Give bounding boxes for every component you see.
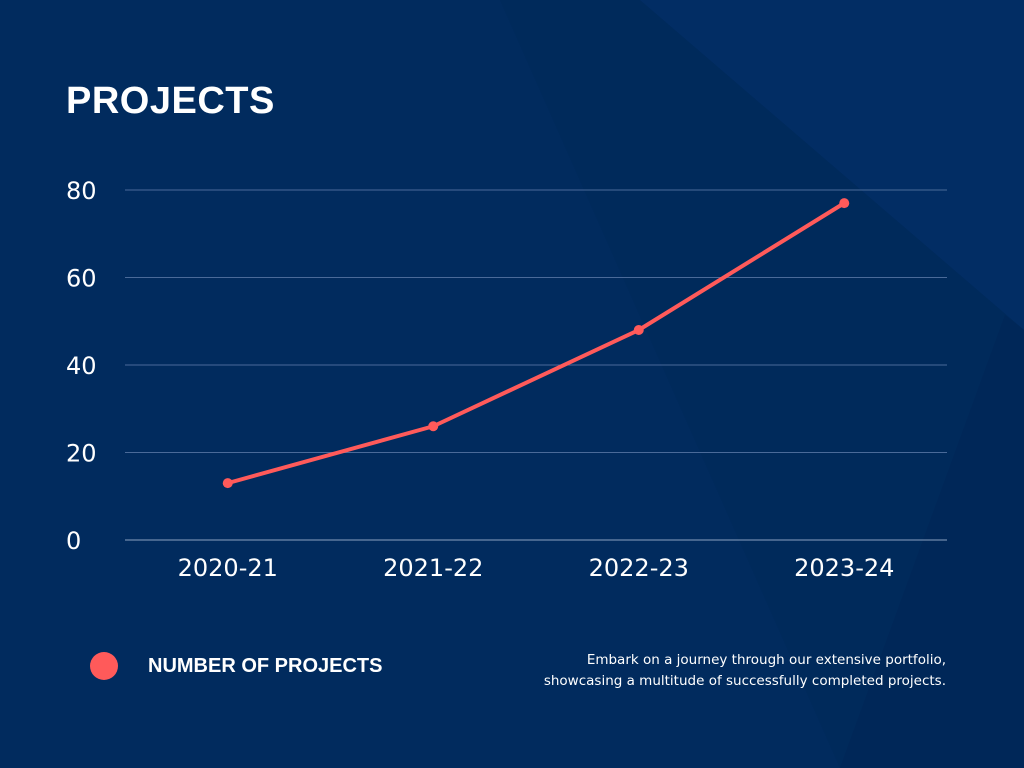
- data-point: [839, 198, 850, 209]
- y-tick-label: 20: [66, 440, 97, 468]
- x-tick-label: 2022-23: [589, 554, 689, 582]
- legend-marker: [90, 652, 118, 680]
- legend: NUMBER OF PROJECTS: [90, 652, 382, 680]
- y-tick-label: 80: [66, 177, 97, 205]
- y-tick-label: 60: [66, 265, 97, 293]
- x-tick-label: 2021-22: [383, 554, 483, 582]
- data-point: [222, 478, 233, 489]
- series-line: [227, 201, 846, 486]
- legend-label: NUMBER OF PROJECTS: [148, 654, 383, 677]
- x-tick-label: 2020-21: [178, 554, 278, 582]
- description-line-2: showcasing a multitude of successfully c…: [543, 673, 946, 689]
- chart-title: PROJECTS: [66, 80, 275, 122]
- data-point: [633, 325, 644, 335]
- y-tick-label: 0: [66, 527, 81, 555]
- description: Embark on a journey through our extensiv…: [426, 650, 946, 692]
- description-line-1: Embark on a journey through our extensiv…: [586, 652, 946, 668]
- x-tick-label: 2023-24: [794, 554, 894, 582]
- y-tick-label: 40: [66, 352, 97, 380]
- data-point: [428, 421, 439, 432]
